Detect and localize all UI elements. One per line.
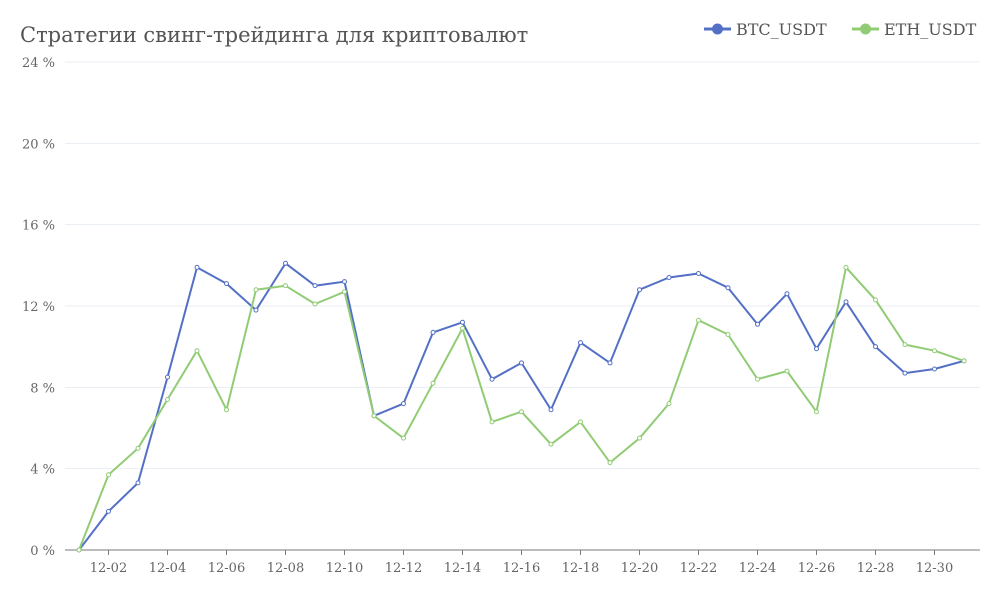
data-point[interactable]: [696, 317, 701, 323]
data-point[interactable]: [873, 297, 878, 303]
x-tick-label: 12-30: [916, 561, 953, 576]
data-point[interactable]: [696, 270, 701, 276]
x-tick-label: 12-06: [208, 561, 245, 576]
data-point[interactable]: [430, 380, 436, 386]
legend-label: ETH_USDT: [884, 20, 977, 39]
data-point[interactable]: [135, 480, 141, 486]
x-tick-label: 12-26: [798, 561, 835, 576]
data-point[interactable]: [76, 547, 82, 553]
data-point[interactable]: [519, 409, 524, 415]
data-point[interactable]: [489, 419, 495, 425]
data-point[interactable]: [106, 508, 111, 514]
x-tick-label: 12-04: [149, 561, 186, 576]
data-point[interactable]: [725, 285, 731, 291]
legend-item-eth-usdt[interactable]: ETH_USDT: [852, 20, 977, 39]
data-point[interactable]: [843, 264, 849, 270]
data-point[interactable]: [578, 340, 583, 346]
x-tick-label: 12-22: [680, 561, 717, 576]
y-tick-label: 8 %: [30, 381, 55, 396]
data-point[interactable]: [843, 299, 849, 305]
data-point[interactable]: [312, 301, 318, 307]
data-point[interactable]: [637, 287, 642, 293]
data-point[interactable]: [165, 397, 170, 403]
axes: 0 % 4 % 8 % 12 % 16 % 20 % 24 % 12-02 12-04 12-06…: [22, 56, 980, 576]
x-tick-label: 12-20: [621, 561, 658, 576]
y-tick-label: 20 %: [22, 137, 55, 152]
grid: [65, 61, 980, 470]
data-point[interactable]: [902, 342, 908, 348]
y-tick-label: 0 %: [30, 544, 55, 559]
data-point[interactable]: [194, 264, 200, 270]
chart-title: Стратегии свинг-трейдинга для криптовалю…: [20, 23, 528, 47]
data-point[interactable]: [755, 321, 760, 327]
data-point[interactable]: [607, 360, 613, 366]
data-point[interactable]: [106, 472, 111, 478]
data-point[interactable]: [637, 435, 642, 441]
series-lines: [76, 260, 967, 553]
data-point[interactable]: [401, 435, 406, 441]
data-point[interactable]: [814, 409, 819, 415]
x-tick-label: 12-24: [739, 561, 776, 576]
data-point[interactable]: [224, 281, 229, 287]
y-tick-label: 12 %: [22, 300, 55, 315]
data-point[interactable]: [401, 401, 406, 407]
data-point[interactable]: [548, 407, 554, 413]
data-point[interactable]: [666, 275, 672, 281]
data-point[interactable]: [224, 407, 229, 413]
x-tick-label: 12-08: [267, 561, 304, 576]
data-point[interactable]: [312, 283, 318, 289]
data-point[interactable]: [814, 346, 819, 352]
data-point[interactable]: [548, 441, 554, 447]
data-point[interactable]: [135, 445, 141, 451]
data-point[interactable]: [283, 260, 288, 266]
legend-swatch-dot: [712, 23, 723, 35]
data-point[interactable]: [283, 283, 288, 289]
data-point[interactable]: [519, 360, 524, 366]
data-point[interactable]: [165, 374, 170, 380]
series-line-eth-usdt: [78, 266, 965, 551]
data-point[interactable]: [460, 325, 465, 331]
x-tick-label: 12-16: [503, 561, 540, 576]
data-point[interactable]: [784, 368, 790, 374]
data-point[interactable]: [489, 376, 495, 382]
y-tick-label: 4 %: [30, 463, 55, 478]
data-point[interactable]: [755, 376, 760, 382]
data-point[interactable]: [578, 419, 583, 425]
data-point[interactable]: [784, 291, 790, 297]
legend-swatch-dot: [860, 23, 871, 35]
data-point[interactable]: [873, 344, 878, 350]
data-point[interactable]: [253, 307, 259, 313]
data-point[interactable]: [460, 319, 465, 325]
x-tick-label: 12-14: [444, 561, 481, 576]
legend-item-btc-usdt[interactable]: BTC_USDT: [704, 20, 827, 39]
x-tick-label: 12-02: [90, 561, 127, 576]
x-tick-label: 12-10: [326, 561, 363, 576]
data-point[interactable]: [253, 287, 259, 293]
data-point[interactable]: [725, 331, 731, 337]
legend-label: BTC_USDT: [736, 20, 827, 39]
x-tick-label: 12-18: [562, 561, 599, 576]
data-point[interactable]: [961, 358, 967, 364]
y-tick-label: 16 %: [22, 219, 55, 234]
data-point[interactable]: [342, 289, 347, 295]
data-point[interactable]: [932, 348, 937, 354]
data-point[interactable]: [194, 348, 200, 354]
data-point[interactable]: [666, 401, 672, 407]
data-point[interactable]: [902, 370, 908, 376]
y-tick-label: 24 %: [22, 56, 55, 71]
x-tick-label: 12-12: [385, 561, 422, 576]
data-point[interactable]: [342, 279, 347, 285]
x-tick-label: 12-28: [857, 561, 894, 576]
data-point[interactable]: [430, 329, 436, 335]
data-point[interactable]: [607, 460, 613, 466]
legend[interactable]: BTC_USDT ETH_USDT: [704, 20, 977, 39]
data-point[interactable]: [371, 413, 377, 419]
data-point[interactable]: [932, 366, 937, 372]
